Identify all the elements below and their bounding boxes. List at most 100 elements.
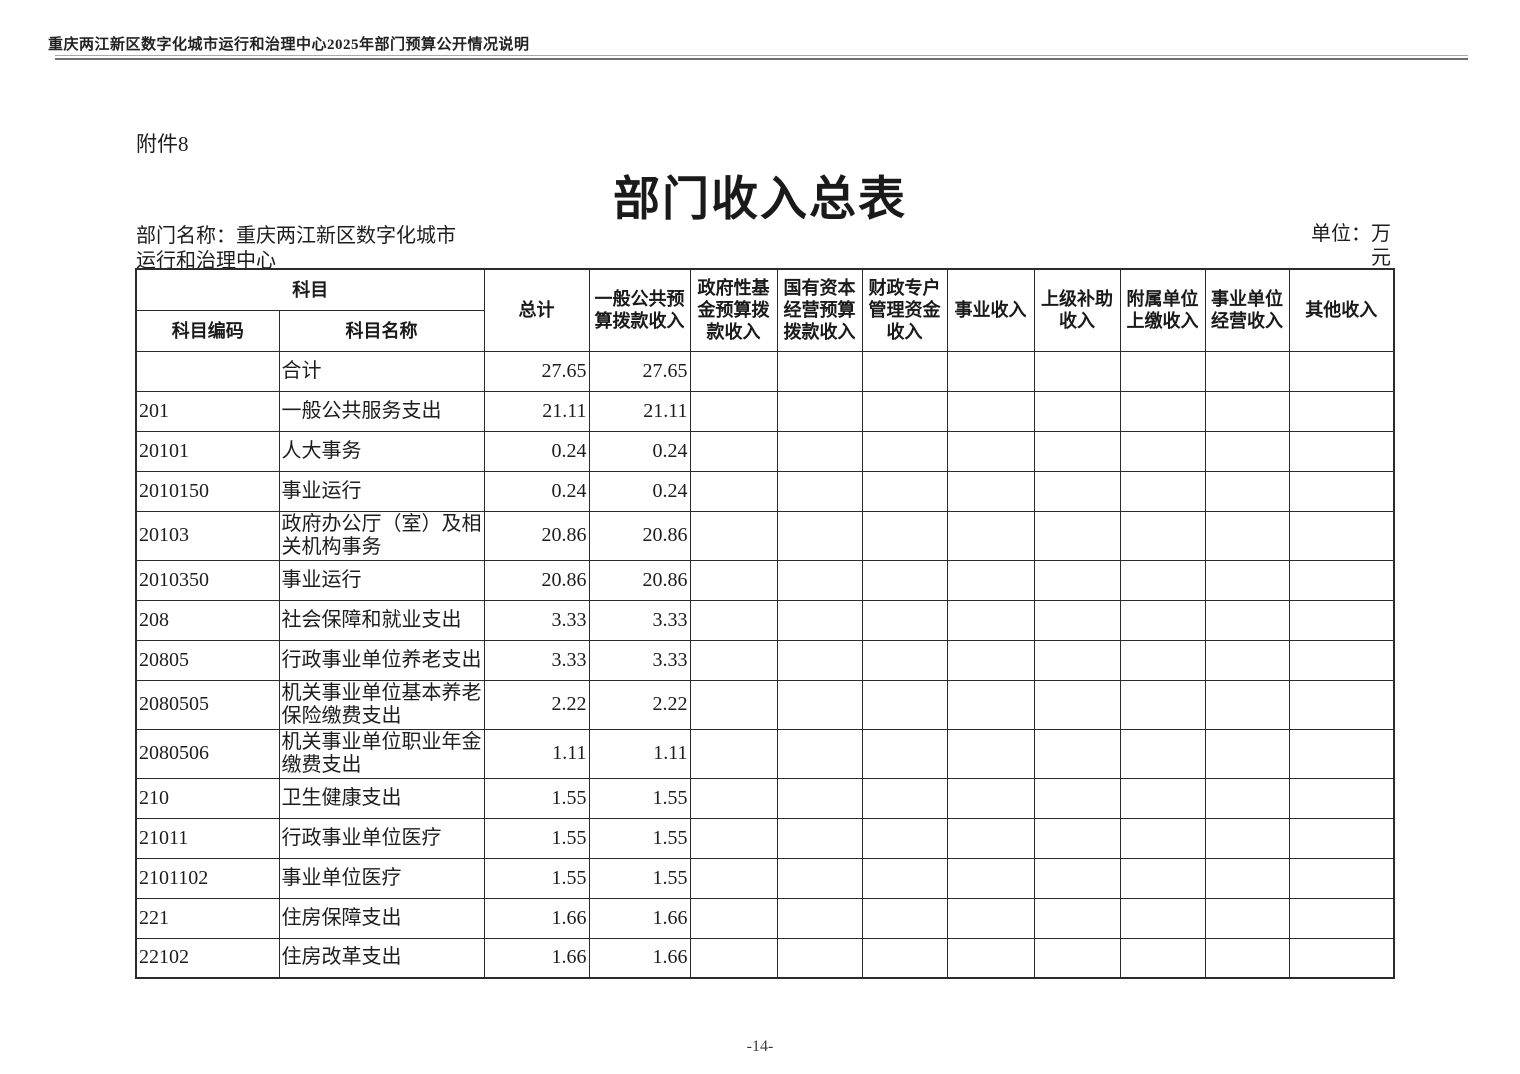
value-cell xyxy=(1288,897,1395,939)
table-row: 20103 政府办公厅（室）及相关机构事务 20.86 20.86 xyxy=(135,510,1395,561)
value-cell xyxy=(1288,599,1395,641)
subject-code-cell: 201 xyxy=(135,390,280,432)
value-cell xyxy=(1119,430,1206,472)
value-cell xyxy=(1033,599,1121,641)
value-cell xyxy=(861,728,948,779)
value-cell xyxy=(1204,857,1290,899)
value-cell: 1.66 xyxy=(483,937,590,979)
value-cell xyxy=(1033,777,1121,819)
value-cell xyxy=(1204,639,1290,681)
subject-code-cell: 2080506 xyxy=(135,728,280,779)
value-cell xyxy=(1204,679,1290,730)
value-cell: 3.33 xyxy=(588,639,691,681)
value-cell xyxy=(861,679,948,730)
value-cell xyxy=(776,857,863,899)
value-cell xyxy=(1033,897,1121,939)
value-cell: 1.55 xyxy=(588,777,691,819)
value-cell xyxy=(689,559,778,601)
subject-code-cell: 2010350 xyxy=(135,559,280,601)
value-cell xyxy=(689,897,778,939)
header-col-general-budget: 一般公共预算拨款收入 xyxy=(588,268,691,352)
header-col-total: 总计 xyxy=(483,268,590,352)
value-cell xyxy=(946,728,1035,779)
value-cell xyxy=(861,937,948,979)
value-cell xyxy=(1288,559,1395,601)
subject-code-cell: 210 xyxy=(135,777,280,819)
value-cell xyxy=(946,817,1035,859)
value-cell xyxy=(1204,728,1290,779)
value-cell xyxy=(861,350,948,392)
value-cell xyxy=(861,559,948,601)
table-row: 210 卫生健康支出 1.55 1.55 xyxy=(135,777,1395,819)
value-cell xyxy=(776,599,863,641)
value-cell xyxy=(861,777,948,819)
value-cell: 20.86 xyxy=(588,559,691,601)
value-cell xyxy=(861,390,948,432)
value-cell xyxy=(1204,430,1290,472)
value-cell xyxy=(776,350,863,392)
value-cell xyxy=(776,679,863,730)
subject-code-cell: 2101102 xyxy=(135,857,280,899)
value-cell xyxy=(1033,817,1121,859)
value-cell xyxy=(946,559,1035,601)
value-cell xyxy=(1288,679,1395,730)
value-cell xyxy=(946,510,1035,561)
header-col-state-capital: 国有资本经营预算拨款收入 xyxy=(776,268,863,352)
value-cell xyxy=(689,470,778,512)
value-cell xyxy=(1033,510,1121,561)
value-cell xyxy=(1288,510,1395,561)
value-cell xyxy=(1288,430,1395,472)
attachment-label: 附件8 xyxy=(136,132,189,156)
value-cell: 20.86 xyxy=(483,559,590,601)
value-cell xyxy=(1119,390,1206,432)
subject-code-cell: 2080505 xyxy=(135,679,280,730)
value-cell xyxy=(1119,470,1206,512)
value-cell xyxy=(946,599,1035,641)
value-cell xyxy=(1204,777,1290,819)
value-cell xyxy=(1288,817,1395,859)
value-cell xyxy=(1288,350,1395,392)
subject-code-cell: 221 xyxy=(135,897,280,939)
value-cell xyxy=(1204,937,1290,979)
header-col-business-operating: 事业单位经营收入 xyxy=(1204,268,1290,352)
subject-name-cell: 卫生健康支出 xyxy=(278,777,485,819)
subject-code-cell: 21011 xyxy=(135,817,280,859)
value-cell xyxy=(776,510,863,561)
subject-code-cell: 20103 xyxy=(135,510,280,561)
value-cell xyxy=(1119,559,1206,601)
value-cell xyxy=(1288,857,1395,899)
value-cell xyxy=(776,430,863,472)
value-cell xyxy=(946,430,1035,472)
header-rule xyxy=(55,55,1468,60)
table-row: 2010150 事业运行 0.24 0.24 xyxy=(135,470,1395,512)
value-cell xyxy=(1204,470,1290,512)
header-subject-name: 科目名称 xyxy=(278,309,485,352)
value-cell xyxy=(1033,350,1121,392)
subject-name-cell: 合计 xyxy=(278,350,485,392)
value-cell xyxy=(689,937,778,979)
income-table-body: 合计 27.65 27.65 201 一般公共服务支出 21.11 21.11 20101 人大… xyxy=(135,350,1395,979)
subject-name-cell: 事业运行 xyxy=(278,559,485,601)
value-cell xyxy=(1204,817,1290,859)
subject-name-cell: 政府办公厅（室）及相关机构事务 xyxy=(278,510,485,561)
value-cell xyxy=(1288,777,1395,819)
value-cell: 1.55 xyxy=(483,777,590,819)
value-cell: 20.86 xyxy=(483,510,590,561)
value-cell xyxy=(861,817,948,859)
value-cell xyxy=(689,510,778,561)
subject-code-cell: 20805 xyxy=(135,639,280,681)
value-cell xyxy=(861,857,948,899)
page-number: -14- xyxy=(746,1038,774,1055)
value-cell: 1.55 xyxy=(588,857,691,899)
value-cell xyxy=(861,639,948,681)
value-cell xyxy=(776,817,863,859)
value-cell xyxy=(689,679,778,730)
table-row: 2010350 事业运行 20.86 20.86 xyxy=(135,559,1395,601)
value-cell xyxy=(1119,937,1206,979)
table-row: 2080505 机关事业单位基本养老保险缴费支出 2.22 2.22 xyxy=(135,679,1395,730)
value-cell xyxy=(1119,728,1206,779)
value-cell: 2.22 xyxy=(483,679,590,730)
value-cell xyxy=(1204,510,1290,561)
value-cell xyxy=(1204,599,1290,641)
